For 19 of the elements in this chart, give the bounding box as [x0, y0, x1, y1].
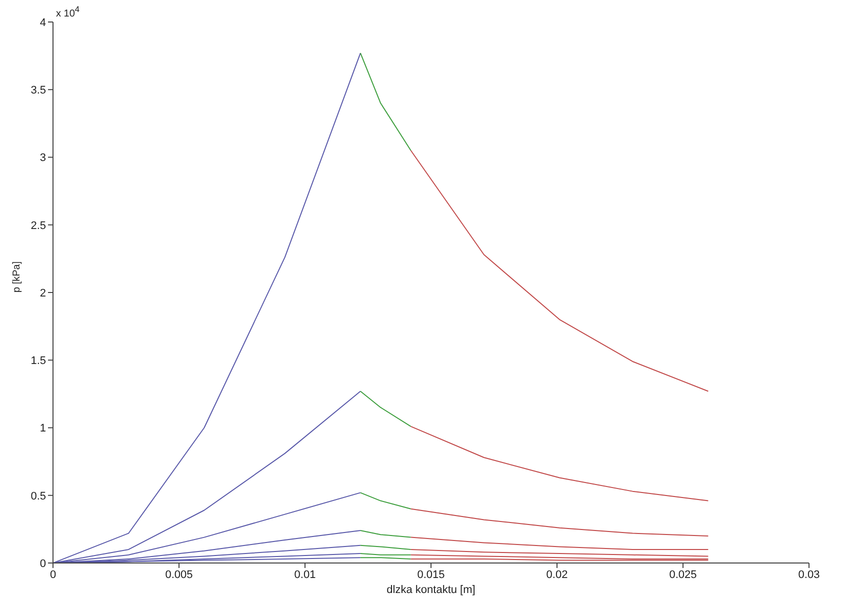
x-tick-label: 0.005 [165, 568, 193, 581]
x-tick-label: 0.01 [294, 568, 316, 581]
y-tick-label: 0.5 [30, 490, 46, 502]
y-tick-label: 2 [40, 287, 46, 300]
x-tick-label: 0 [50, 568, 56, 581]
y-tick-label: 3 [40, 152, 46, 164]
x-tick-label: 0.03 [798, 568, 820, 581]
text: x 10$^{4}$ [56, 4, 80, 20]
y-tick-label: 1 [40, 422, 46, 435]
x-tick-label: 0.025 [669, 568, 697, 581]
y-tick-label: 4 [40, 16, 46, 29]
x-tick-label: 0.02 [546, 568, 568, 581]
y-axis-title: p [kPa] [12, 261, 23, 292]
y-tick-label: 2.5 [30, 220, 46, 232]
x-tick-label: 0.015 [417, 568, 445, 581]
y-tick-label: 3.5 [30, 84, 46, 97]
x-axis-title: dlzka kontaktu [m] [386, 584, 476, 596]
y-tick-label: 1.5 [30, 355, 46, 368]
y-tick-label: 0 [40, 558, 46, 570]
